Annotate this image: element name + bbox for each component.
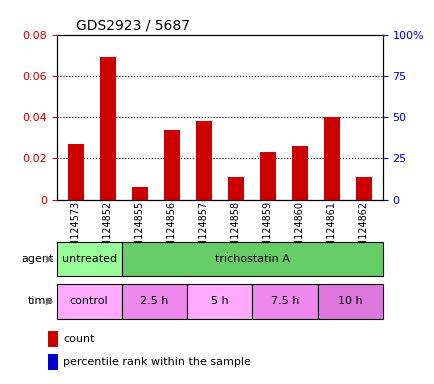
Bar xyxy=(99,57,115,200)
Text: count: count xyxy=(63,334,95,344)
Text: 2.5 h: 2.5 h xyxy=(140,296,168,306)
Bar xyxy=(68,144,83,200)
Bar xyxy=(132,187,148,200)
Text: trichostatin A: trichostatin A xyxy=(214,254,289,264)
FancyBboxPatch shape xyxy=(187,284,252,319)
Bar xyxy=(323,117,339,200)
FancyBboxPatch shape xyxy=(122,242,382,276)
Text: time: time xyxy=(28,296,53,306)
Bar xyxy=(163,129,179,200)
FancyBboxPatch shape xyxy=(56,284,122,319)
Text: control: control xyxy=(70,296,108,306)
Bar xyxy=(259,152,275,200)
Text: agent: agent xyxy=(21,254,53,264)
Text: GDS2923 / 5687: GDS2923 / 5687 xyxy=(76,18,190,32)
Text: 5 h: 5 h xyxy=(210,296,228,306)
Bar xyxy=(48,354,58,370)
Bar xyxy=(227,177,243,200)
Bar xyxy=(195,121,211,200)
FancyBboxPatch shape xyxy=(122,284,187,319)
Bar xyxy=(48,331,58,347)
Bar xyxy=(355,177,371,200)
FancyBboxPatch shape xyxy=(56,242,122,276)
Text: 10 h: 10 h xyxy=(337,296,362,306)
Text: 7.5 h: 7.5 h xyxy=(270,296,299,306)
Text: percentile rank within the sample: percentile rank within the sample xyxy=(63,358,250,367)
FancyBboxPatch shape xyxy=(317,284,382,319)
Text: untreated: untreated xyxy=(62,254,116,264)
Bar xyxy=(291,146,307,200)
FancyBboxPatch shape xyxy=(252,284,317,319)
